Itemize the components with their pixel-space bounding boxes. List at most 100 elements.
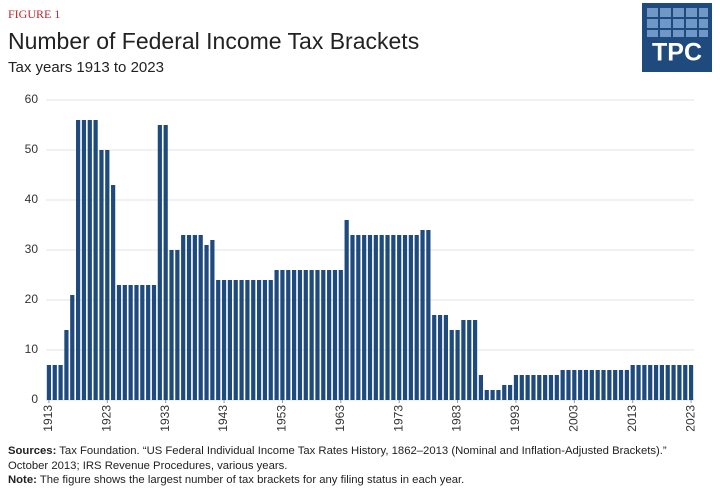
bar (630, 365, 635, 400)
bar (76, 120, 81, 400)
bar (227, 280, 232, 400)
bar (472, 320, 478, 400)
bar (122, 285, 127, 400)
bar (613, 370, 618, 400)
bar (157, 125, 162, 400)
bar (262, 280, 268, 400)
bar (99, 150, 104, 400)
bar (151, 285, 157, 400)
bar (461, 320, 466, 400)
bar (513, 375, 519, 400)
bar (519, 375, 524, 400)
bar (46, 365, 52, 400)
bar (683, 365, 688, 400)
bar (233, 280, 238, 400)
bar (327, 270, 332, 400)
chart-title: Number of Federal Income Tax Brackets (8, 28, 419, 54)
bar (338, 270, 343, 400)
bar (105, 150, 110, 400)
x-tick-label: 1953 (275, 405, 289, 432)
figure-label: FIGURE 1 (8, 7, 60, 21)
bar (525, 375, 530, 400)
sources: Sources: Tax Foundation. “US Federal Ind… (8, 444, 688, 473)
x-tick-label: 1913 (41, 405, 55, 432)
bar (268, 280, 273, 400)
bar (408, 235, 413, 400)
bar (175, 250, 180, 400)
bar (671, 365, 676, 400)
bar (414, 235, 419, 400)
x-tick-label: 1933 (158, 405, 172, 432)
bar (116, 285, 122, 400)
bar (344, 220, 349, 400)
x-tick-label: 2023 (683, 405, 697, 432)
logo-grid (647, 8, 708, 37)
bar (204, 245, 209, 400)
bar (642, 365, 647, 400)
bar (543, 375, 548, 400)
bar (87, 120, 92, 400)
bar (373, 235, 378, 400)
bar (210, 240, 215, 400)
bar (391, 235, 396, 400)
sources-label: Sources: (8, 445, 57, 457)
bar (239, 280, 244, 400)
note: Note: The figure shows the largest numbe… (8, 473, 688, 488)
bar (315, 270, 320, 400)
bar (677, 365, 682, 400)
y-tick-label: 20 (25, 292, 39, 306)
bar (146, 285, 151, 400)
bar (397, 235, 402, 400)
x-tick-label: 1963 (333, 405, 347, 432)
bar (636, 365, 641, 400)
bar (385, 235, 390, 400)
bar (420, 230, 425, 400)
bar (537, 375, 542, 400)
bar (443, 315, 448, 400)
bar (426, 230, 431, 400)
bar (578, 370, 583, 400)
bar (437, 315, 443, 400)
bar (560, 370, 565, 400)
bar (111, 185, 116, 400)
bar (192, 235, 197, 400)
bar (618, 370, 624, 400)
chart: FIGURE 1 Number of Federal Income Tax Br… (8, 3, 712, 432)
bar (665, 365, 670, 400)
bar (490, 390, 495, 400)
x-tick-label: 1923 (99, 405, 113, 432)
bar (280, 270, 285, 400)
bar (688, 365, 694, 400)
bar (449, 330, 454, 400)
logo-text: TPC (652, 39, 702, 67)
bar (297, 270, 303, 400)
bar (572, 370, 577, 400)
bar (624, 370, 629, 400)
bar (332, 270, 338, 400)
bar (583, 370, 589, 400)
note-text: The figure shows the largest number of t… (39, 474, 465, 486)
y-tick-label: 40 (25, 192, 39, 206)
bar (245, 280, 250, 400)
bar (181, 235, 186, 400)
bar (402, 235, 408, 400)
bar (286, 270, 291, 400)
note-label: Note: (8, 474, 37, 486)
bar (589, 370, 594, 400)
bar (274, 270, 279, 400)
bar (163, 125, 168, 400)
x-tick-label: 1983 (450, 405, 464, 432)
bar (303, 270, 308, 400)
bar (595, 370, 600, 400)
bar (455, 330, 460, 400)
y-tick-label: 30 (25, 242, 39, 256)
bar (467, 320, 472, 400)
bar (134, 285, 139, 400)
bar (659, 365, 664, 400)
bar (362, 235, 367, 400)
bar (566, 370, 571, 400)
bar (169, 250, 174, 400)
bar (251, 280, 256, 400)
bar (607, 370, 612, 400)
